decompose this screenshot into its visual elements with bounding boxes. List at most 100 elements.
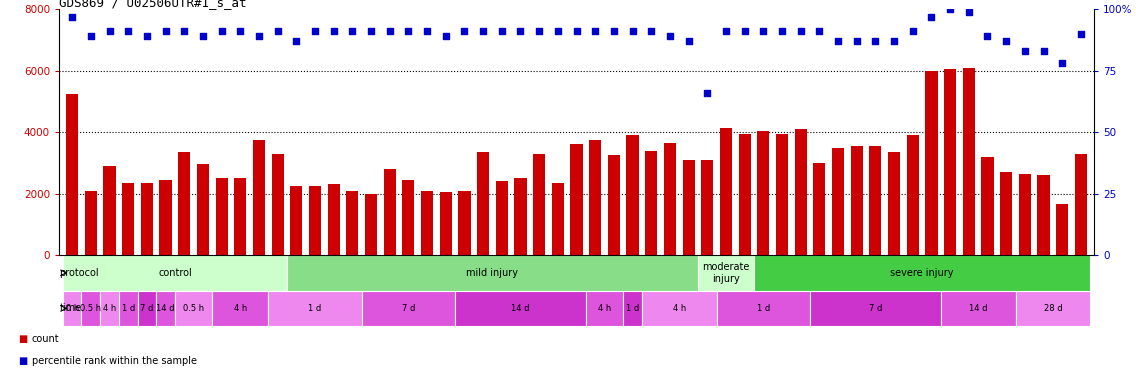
Text: 7 d: 7 d: [869, 304, 882, 313]
Point: [642, 28, 660, 34]
Text: mild injury: mild injury: [467, 268, 518, 278]
Point: [381, 28, 399, 34]
Bar: [477, 152, 490, 255]
Text: severe injury: severe injury: [891, 268, 954, 278]
Point: [960, 9, 978, 15]
Bar: [754, 255, 1091, 291]
Point: [661, 33, 679, 39]
Bar: [533, 154, 545, 255]
Text: 1 d: 1 d: [757, 304, 770, 313]
Point: [903, 28, 921, 34]
Point: [474, 28, 492, 34]
Text: GDS869 / U02506UTR#1_s_at: GDS869 / U02506UTR#1_s_at: [59, 0, 247, 9]
Bar: [85, 190, 97, 255]
Point: [436, 33, 454, 39]
Text: 4 h: 4 h: [673, 304, 686, 313]
Bar: [212, 291, 268, 326]
Bar: [175, 291, 212, 326]
Bar: [776, 134, 788, 255]
Point: [137, 33, 156, 39]
Bar: [851, 146, 863, 255]
Bar: [287, 255, 698, 291]
Bar: [122, 183, 134, 255]
Bar: [907, 135, 919, 255]
Bar: [62, 255, 287, 291]
Bar: [552, 183, 563, 255]
Point: [754, 28, 772, 34]
Bar: [402, 180, 415, 255]
Point: [978, 33, 996, 39]
Text: 0 h: 0 h: [66, 304, 78, 313]
Bar: [683, 160, 695, 255]
Text: moderate
injury: moderate injury: [702, 262, 750, 284]
Bar: [570, 144, 583, 255]
Bar: [813, 163, 826, 255]
Point: [717, 28, 735, 34]
Bar: [141, 183, 153, 255]
Text: 1 d: 1 d: [122, 304, 135, 313]
Text: 0.5 h: 0.5 h: [81, 304, 101, 313]
Bar: [309, 186, 321, 255]
Text: 4 h: 4 h: [598, 304, 611, 313]
Bar: [888, 152, 900, 255]
Point: [362, 28, 381, 34]
Bar: [440, 192, 452, 255]
Point: [306, 28, 324, 34]
Bar: [962, 68, 975, 255]
Text: count: count: [32, 334, 59, 344]
Bar: [157, 291, 175, 326]
Bar: [1056, 204, 1068, 255]
Bar: [642, 291, 717, 326]
Bar: [586, 291, 624, 326]
Bar: [624, 291, 642, 326]
Bar: [645, 151, 658, 255]
Bar: [361, 291, 456, 326]
Point: [772, 28, 791, 34]
Bar: [717, 291, 810, 326]
Point: [400, 28, 418, 34]
Bar: [515, 178, 527, 255]
Point: [699, 90, 717, 96]
Bar: [272, 154, 284, 255]
Bar: [268, 291, 361, 326]
Point: [1035, 48, 1053, 54]
Text: 7 d: 7 d: [140, 304, 153, 313]
Point: [922, 14, 941, 20]
Text: control: control: [158, 268, 192, 278]
Bar: [944, 69, 957, 255]
Point: [343, 28, 361, 34]
Text: time: time: [59, 303, 82, 313]
Point: [212, 28, 231, 34]
Point: [456, 28, 474, 34]
Bar: [327, 184, 340, 255]
Point: [250, 33, 268, 39]
Point: [549, 28, 567, 34]
Point: [1071, 31, 1089, 37]
Bar: [1075, 154, 1087, 255]
Point: [268, 28, 286, 34]
Bar: [178, 152, 191, 255]
Text: 14 d: 14 d: [511, 304, 529, 313]
Point: [829, 38, 847, 44]
Bar: [1000, 172, 1012, 255]
Point: [194, 33, 212, 39]
Point: [64, 14, 82, 20]
Text: 1 d: 1 d: [626, 304, 640, 313]
Text: 4 h: 4 h: [103, 304, 116, 313]
Bar: [1016, 291, 1091, 326]
Bar: [234, 178, 247, 255]
Point: [325, 28, 343, 34]
Point: [1016, 48, 1034, 54]
Bar: [720, 128, 732, 255]
Bar: [941, 291, 1016, 326]
Point: [175, 28, 193, 34]
Point: [531, 28, 549, 34]
Text: percentile rank within the sample: percentile rank within the sample: [32, 356, 197, 366]
Text: 1 d: 1 d: [308, 304, 321, 313]
Point: [867, 38, 885, 44]
Point: [604, 28, 623, 34]
Bar: [758, 130, 769, 255]
Bar: [159, 180, 172, 255]
Bar: [62, 291, 82, 326]
Bar: [869, 146, 882, 255]
